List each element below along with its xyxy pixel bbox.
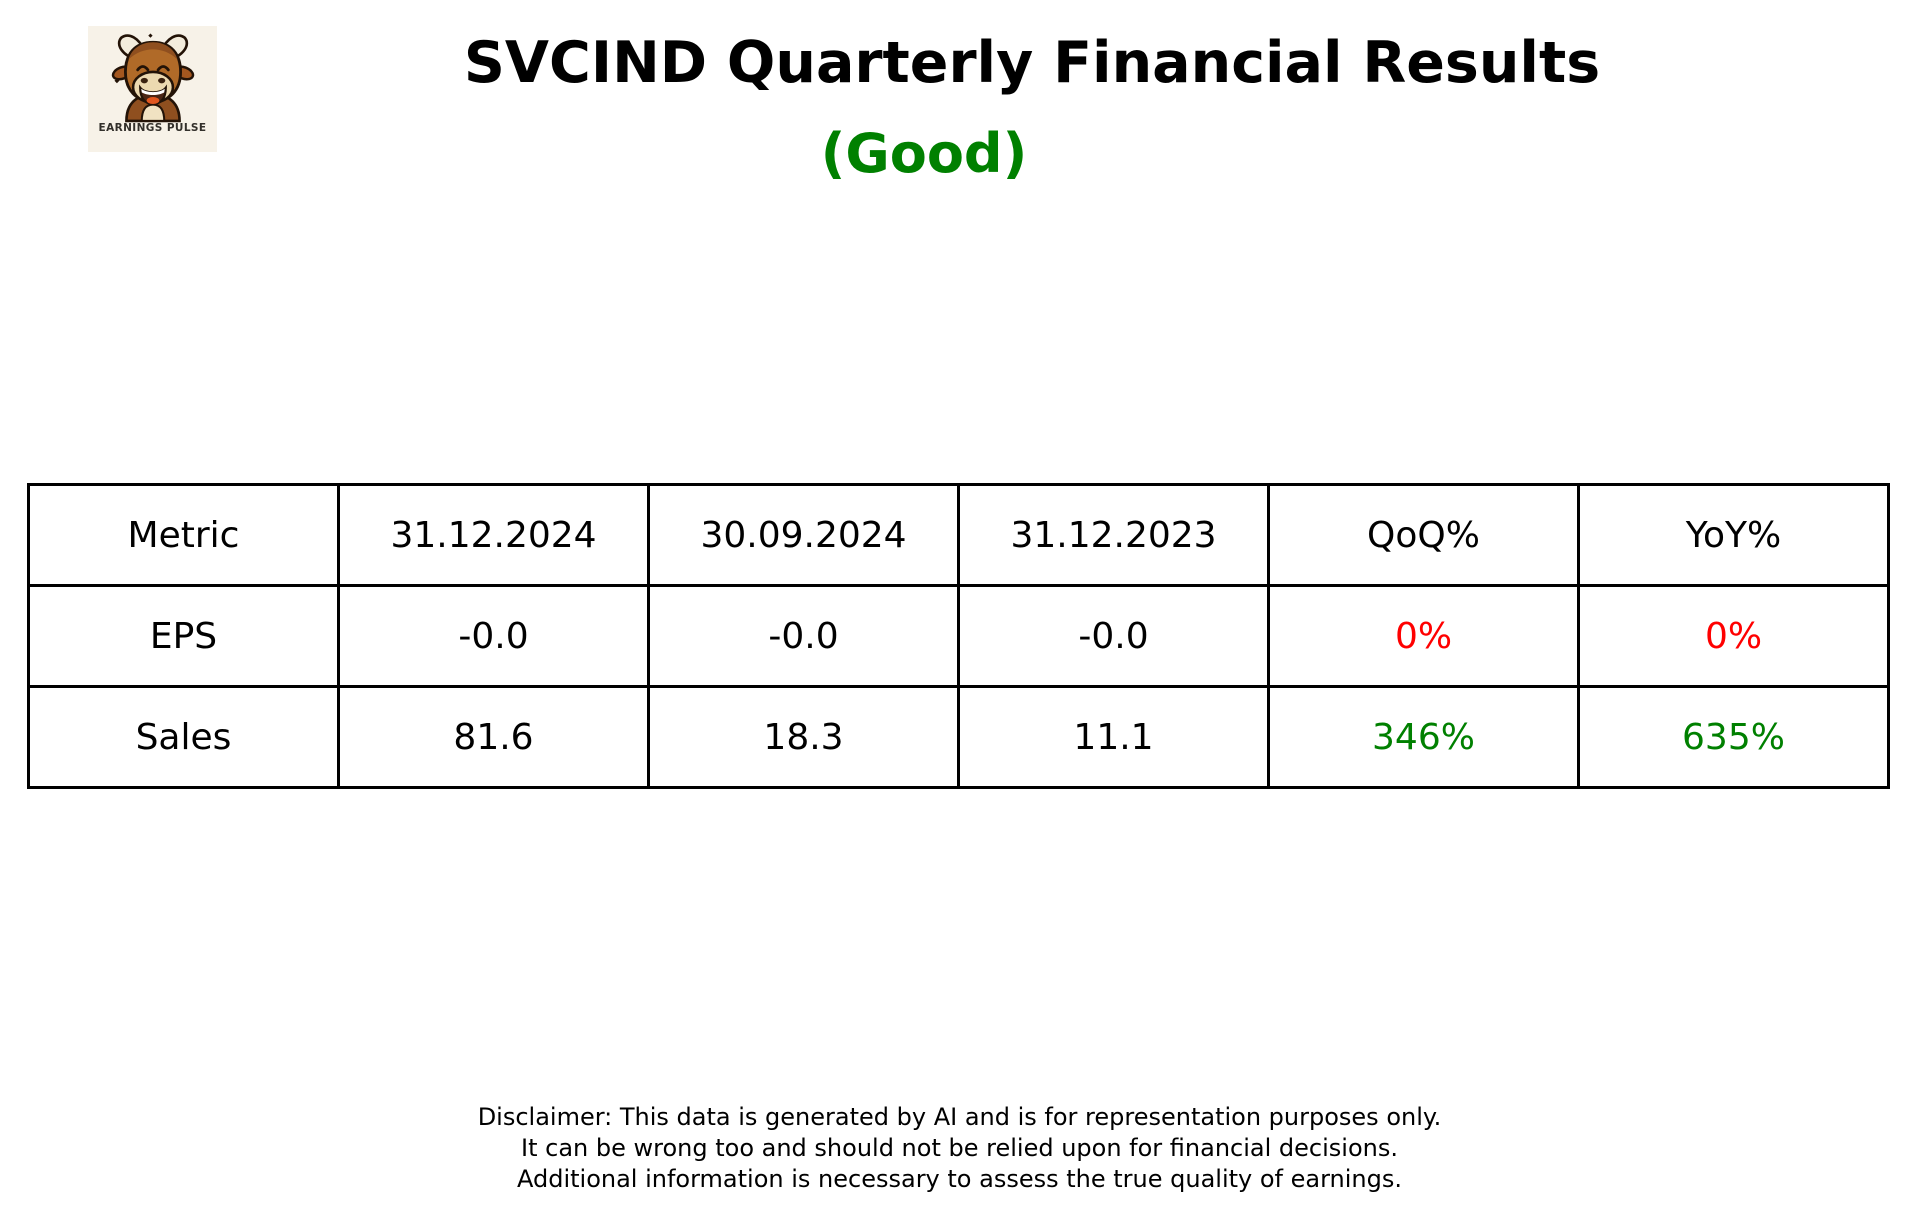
disclaimer-line-2: It can be wrong too and should not be re… (521, 1134, 1398, 1162)
sales-value-current: 81.6 (337, 685, 650, 789)
quarterly-financials-table: Metric 31.12.2024 30.09.2024 31.12.2023 … (27, 483, 1890, 789)
logo-brand-text: EARNINGS PULSE (98, 122, 207, 134)
table-header-row: Metric 31.12.2024 30.09.2024 31.12.2023 … (27, 483, 1890, 587)
sales-value-year-ago: 11.1 (957, 685, 1270, 789)
disclaimer-line-1: Disclaimer: This data is generated by AI… (477, 1103, 1442, 1131)
sales-metric-label: Sales (27, 685, 340, 789)
column-header-metric: Metric (27, 483, 340, 587)
eps-metric-label: EPS (27, 584, 340, 688)
eps-yoy-percent: 0% (1577, 584, 1890, 688)
column-header-yoy: YoY% (1577, 483, 1890, 587)
page-title: SVCIND Quarterly Financial Results (463, 30, 1601, 96)
earnings-pulse-logo: EARNINGS PULSE (88, 26, 217, 152)
eps-value-current: -0.0 (337, 584, 650, 688)
column-header-previous-quarter: 30.09.2024 (647, 483, 960, 587)
eps-value-year-ago: -0.0 (957, 584, 1270, 688)
eps-qoq-percent: 0% (1267, 584, 1580, 688)
table-row-sales: Sales 81.6 18.3 11.1 346% 635% (27, 685, 1890, 789)
bull-mascot-icon (111, 33, 194, 123)
sales-value-previous: 18.3 (647, 685, 960, 789)
disclaimer: Disclaimer: This data is generated by AI… (0, 1102, 1919, 1195)
verdict-label: (Good) (820, 122, 1028, 185)
table-row-eps: EPS -0.0 -0.0 -0.0 0% 0% (27, 584, 1890, 688)
disclaimer-line-3: Additional information is necessary to a… (516, 1165, 1402, 1193)
column-header-current-quarter: 31.12.2024 (337, 483, 650, 587)
sales-qoq-percent: 346% (1267, 685, 1580, 789)
sales-yoy-percent: 635% (1577, 685, 1890, 789)
column-header-qoq: QoQ% (1267, 483, 1580, 587)
column-header-year-ago-quarter: 31.12.2023 (957, 483, 1270, 587)
eps-value-previous: -0.0 (647, 584, 960, 688)
